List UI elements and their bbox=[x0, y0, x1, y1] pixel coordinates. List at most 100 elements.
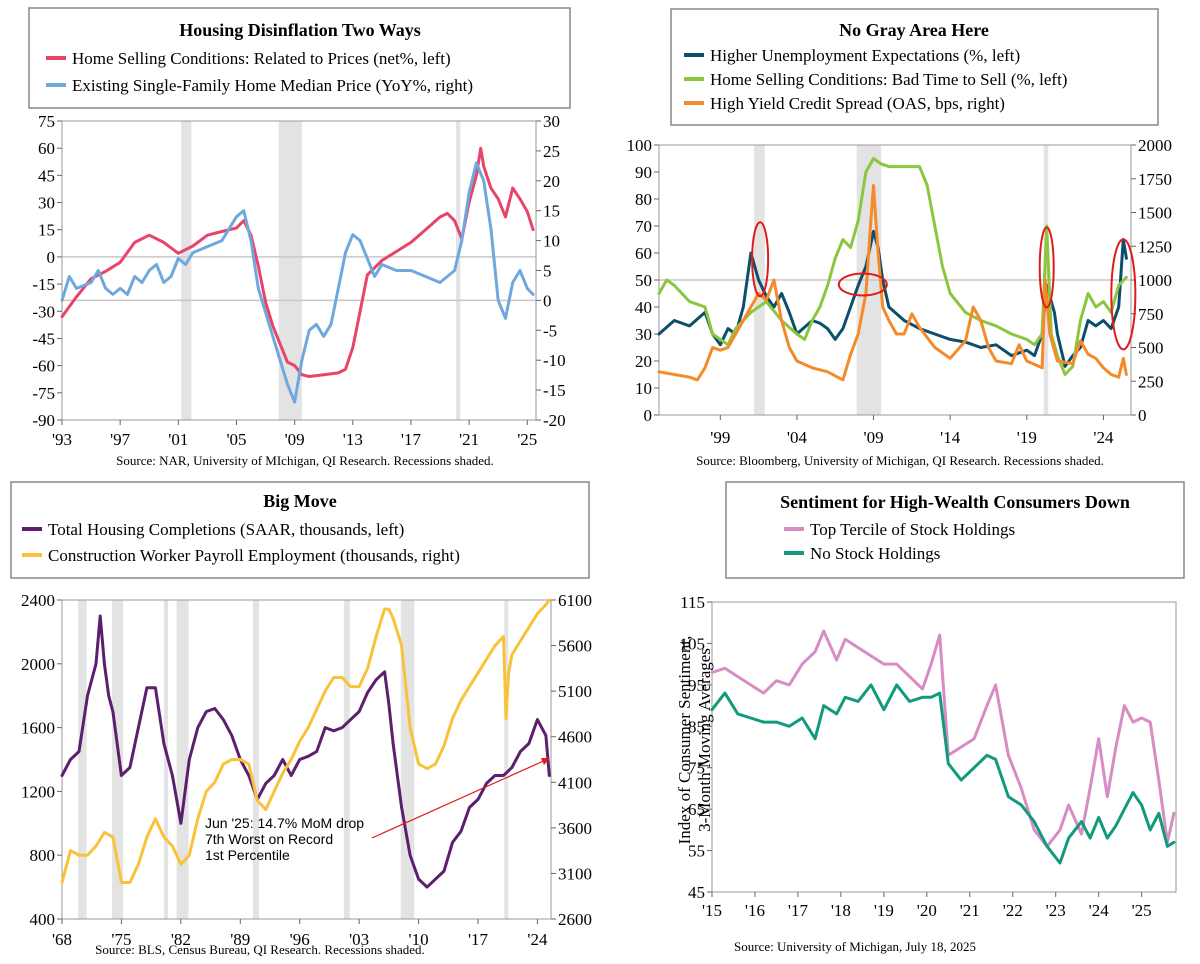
p4-ytick-left-label-2: 95 bbox=[688, 676, 705, 695]
p1-ytick-left-label-10: -75 bbox=[32, 384, 55, 403]
p2-ytick-right-label-8: 0 bbox=[1138, 406, 1147, 425]
p4-xtick-label-4: '19 bbox=[874, 901, 894, 920]
p2-ytick-right-label-5: 750 bbox=[1138, 305, 1164, 324]
p3-annotation-line-2: 1st Percentile bbox=[205, 847, 290, 863]
p3-recession-band-4 bbox=[253, 600, 259, 919]
p4-ytick-left-label-6: 55 bbox=[688, 842, 705, 861]
p3-ytick-right-label-3: 4600 bbox=[558, 728, 592, 747]
panel-4-ylabel-line-1: Index of Consumer Sentiment, bbox=[675, 636, 694, 845]
panel-2-legend-label-3: High Yield Credit Spread (OAS, bps, righ… bbox=[710, 94, 1005, 113]
p2-ytick-left-label-5: 50 bbox=[635, 271, 652, 290]
panel-3-plot: 2400 2000 1600 1200 800 400 6100 5600 5100 4600 41… bbox=[21, 591, 592, 949]
panel-2-legend-label-2: Home Selling Conditions: Bad Time to Sel… bbox=[710, 70, 1067, 89]
p3-recession-band-0 bbox=[78, 600, 87, 919]
p3-series-line-0 bbox=[60, 614, 551, 889]
panel-4-legend-box bbox=[725, 481, 1185, 579]
p2-ytick-right-label-2: 1500 bbox=[1138, 204, 1172, 223]
panel-1-plot: 75 60 45 30 15 0 -15 -30 -45 -60 -75 -90 30 25 20 15 10 5… bbox=[32, 112, 565, 449]
p2-ytick-right-label-0: 2000 bbox=[1138, 136, 1172, 155]
p2-ytick-right-label-3: 1250 bbox=[1138, 237, 1172, 256]
p4-xtick-label-1: '16 bbox=[745, 901, 765, 920]
p1-xtick-label-3: '05 bbox=[226, 430, 246, 449]
p1-ytick-left-label-4: 15 bbox=[38, 221, 55, 240]
panel-1-legend-label-1: Home Selling Conditions: Related to Pric… bbox=[72, 49, 451, 68]
p3-ytick-left-label-2: 1600 bbox=[21, 719, 55, 738]
p3-ytick-left-label-5: 400 bbox=[30, 910, 56, 929]
p4-xtick-label-3: '18 bbox=[831, 901, 851, 920]
p3-xtick-label-4: '96 bbox=[290, 930, 310, 949]
p4-ytick-left-label-3: 85 bbox=[688, 717, 705, 736]
p1-xtick-label-0: '93 bbox=[52, 430, 72, 449]
p3-ytick-right-label-7: 2600 bbox=[558, 910, 592, 929]
p4-ytick-left-label-0: 115 bbox=[680, 593, 705, 612]
p2-xtick-label-0: '99 bbox=[710, 428, 730, 447]
p3-annotation-line-0: Jun '25: 14.7% MoM drop bbox=[205, 815, 364, 831]
p3-ytick-right-label-6: 3100 bbox=[558, 864, 592, 883]
panel-3-legend-box bbox=[10, 481, 590, 579]
panel-1-legend-box bbox=[28, 7, 571, 109]
p2-highlight-ellipse-2 bbox=[1038, 226, 1055, 309]
p1-xtick-label-6: '17 bbox=[401, 430, 422, 449]
p3-annotation-arrow-line bbox=[371, 758, 549, 839]
p3-xtick-label-2: '82 bbox=[171, 930, 191, 949]
p3-recession-band-3 bbox=[176, 600, 189, 919]
p3-ytick-right-label-0: 6100 bbox=[558, 591, 592, 610]
p1-ytick-right-label-3: 15 bbox=[543, 202, 560, 221]
p3-ytick-left-label-3: 1200 bbox=[21, 782, 55, 801]
p3-xtick-label-5: '03 bbox=[349, 930, 369, 949]
p2-xtick-label-2: '09 bbox=[864, 428, 884, 447]
p4-xtick-label-2: '17 bbox=[788, 901, 809, 920]
panel-1-title: Housing Disinflation Two Ways bbox=[179, 20, 421, 40]
p3-xtick-label-6: '10 bbox=[409, 930, 429, 949]
p2-series-line-2 bbox=[657, 184, 1128, 382]
p1-ytick-left-label-1: 60 bbox=[38, 139, 55, 158]
p3-ytick-right-label-5: 3600 bbox=[558, 819, 592, 838]
panel-2-title: No Gray Area Here bbox=[839, 20, 989, 40]
panel-3-legend-label-1: Total Housing Completions (SAAR, thousan… bbox=[48, 520, 404, 539]
p3-recession-band-7 bbox=[504, 600, 509, 919]
p3-ytick-right-label-1: 5600 bbox=[558, 637, 592, 656]
panel-3: Big Move Total Housing Completions (SAAR… bbox=[10, 481, 592, 957]
p4-ytick-left-label-4: 75 bbox=[688, 759, 705, 778]
p3-recession-band-2 bbox=[163, 600, 169, 919]
p1-series-line-0 bbox=[60, 146, 535, 378]
p2-xtick-label-5: '24 bbox=[1093, 428, 1114, 447]
panel-4-legend-label-1: Top Tercile of Stock Holdings bbox=[810, 520, 1015, 539]
p4-xtick-label-9: '24 bbox=[1089, 901, 1110, 920]
p4-xtick-label-7: '22 bbox=[1003, 901, 1023, 920]
p3-xtick-label-8: '24 bbox=[527, 930, 548, 949]
p3-plot-frame bbox=[61, 599, 552, 920]
p1-ytick-left-label-0: 75 bbox=[38, 112, 55, 131]
p1-ytick-right-label-7: -5 bbox=[543, 321, 557, 340]
p4-series-line-0 bbox=[710, 629, 1176, 848]
p1-ytick-right-label-2: 20 bbox=[543, 172, 560, 191]
p1-recession-band-0 bbox=[181, 121, 192, 420]
p1-ytick-left-label-9: -60 bbox=[32, 357, 55, 376]
panel-2-legend-label-1: Higher Unemployment Expectations (%, lef… bbox=[710, 46, 1020, 65]
p2-xtick-label-1: '04 bbox=[787, 428, 808, 447]
p4-xtick-label-8: '23 bbox=[1046, 901, 1066, 920]
p1-ytick-right-label-10: -20 bbox=[543, 411, 566, 430]
p1-ytick-right-label-0: 30 bbox=[543, 112, 560, 131]
p2-ytick-right-label-7: 250 bbox=[1138, 372, 1164, 391]
p2-ytick-left-label-7: 30 bbox=[635, 325, 652, 344]
p1-ytick-left-label-6: -15 bbox=[32, 275, 55, 294]
p2-ytick-right-label-6: 500 bbox=[1138, 339, 1164, 358]
p2-ytick-left-label-8: 20 bbox=[635, 352, 652, 371]
panel-4: Sentiment for High-Wealth Consumers Down… bbox=[675, 481, 1185, 954]
p2-ytick-left-label-1: 90 bbox=[635, 163, 652, 182]
p3-xtick-label-7: '17 bbox=[468, 930, 489, 949]
p3-ytick-left-label-1: 2000 bbox=[21, 655, 55, 674]
p1-xtick-label-5: '13 bbox=[343, 430, 363, 449]
p3-xtick-label-0: '68 bbox=[52, 930, 72, 949]
p4-xtick-label-0: '15 bbox=[702, 901, 722, 920]
p1-ytick-left-label-11: -90 bbox=[32, 411, 55, 430]
p2-ytick-left-label-10: 0 bbox=[644, 406, 653, 425]
panel-4-plot: 115 105 95 85 75 65 55 45'15 '16 '17 '18 '19 '20 '21 '… bbox=[680, 593, 1177, 920]
p2-highlight-ellipse-3 bbox=[1110, 238, 1137, 351]
p4-xtick-label-10: '25 bbox=[1132, 901, 1152, 920]
p3-ytick-right-label-4: 4100 bbox=[558, 773, 592, 792]
p1-recession-band-2 bbox=[456, 121, 461, 420]
p3-series-line-1 bbox=[60, 598, 551, 884]
panel-2-source: Source: Bloomberg, University of Michiga… bbox=[696, 453, 1104, 468]
